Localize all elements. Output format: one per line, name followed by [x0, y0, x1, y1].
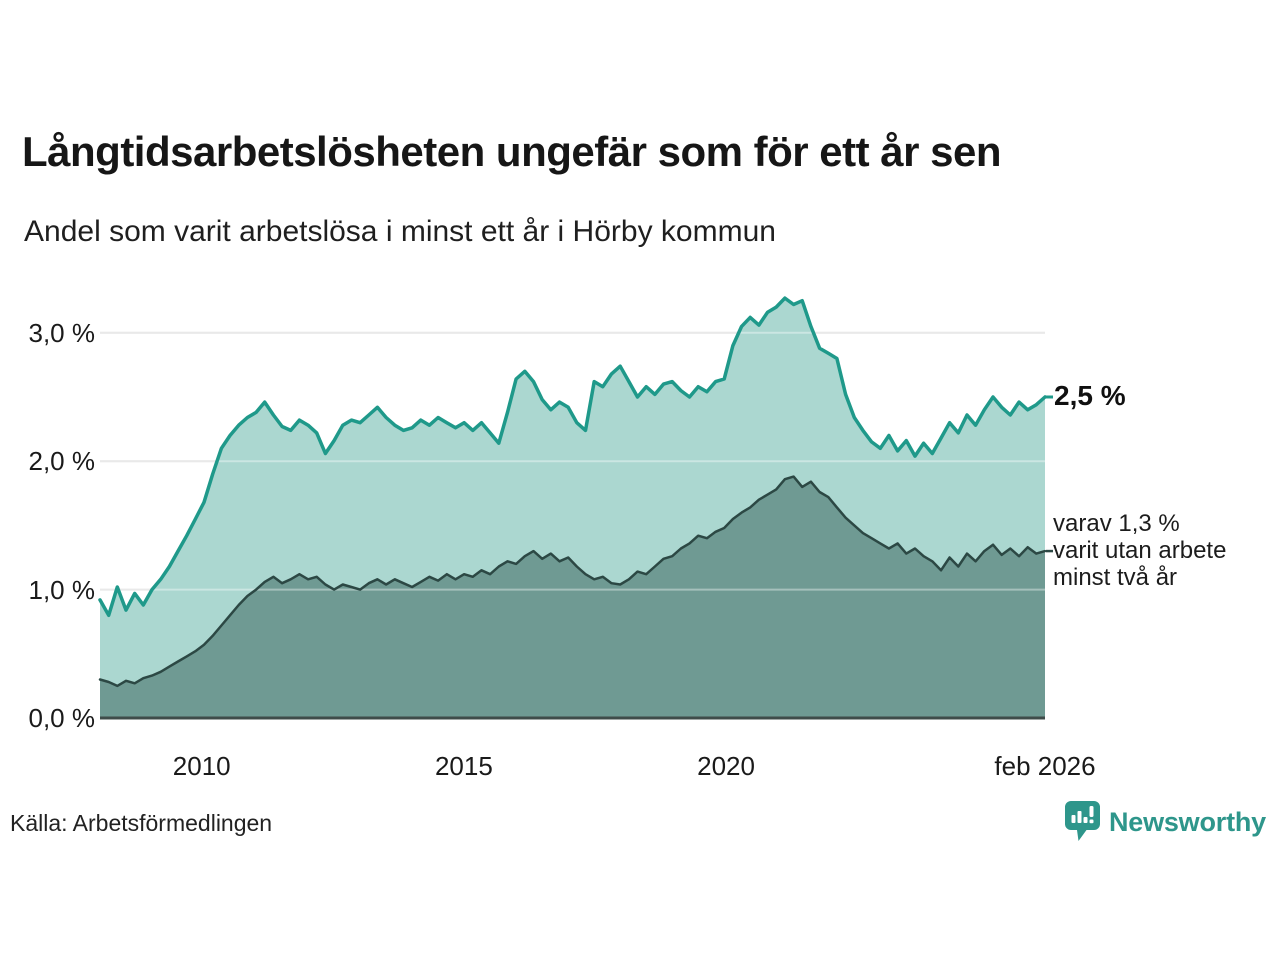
chart-subtitle: Andel som varit arbetslösa i minst ett å… [24, 215, 776, 248]
newsworthy-wordmark: Newsworthy [1108, 806, 1266, 837]
series-area-two-year [100, 476, 1045, 718]
speech-bubble-shape [1064, 801, 1100, 841]
source-note: Källa: Arbetsförmedlingen [10, 810, 273, 836]
annotation-two-year-line: minst två år [1053, 564, 1178, 592]
x-tick-label: 2010 [172, 751, 231, 781]
series-line-two-year [98, 475, 1047, 688]
bar-glyph [1077, 811, 1082, 823]
y-tick-label: 1,0 % [28, 574, 96, 605]
newsworthy-icon [1064, 801, 1100, 841]
exclamation-dot [1089, 819, 1094, 824]
annotation-two-year: varav 1,3 % varit utan arbete minst två … [1053, 510, 1226, 591]
chart-title: Långtidsarbetslösheten ungefär som för e… [22, 128, 1002, 175]
y-tick-label: 0,0 % [28, 703, 96, 733]
y-tick-label: 3,0 % [28, 317, 96, 348]
x-tick-label: 2020 [697, 751, 755, 781]
annotation-two-year-line: varit utan arbete [1053, 537, 1227, 565]
exclamation-glyph [1089, 806, 1094, 817]
y-tick-label: 2,0 % [28, 446, 96, 477]
bar-glyph [1083, 817, 1088, 823]
newsworthy-logo: Newsworthy [1064, 800, 1266, 844]
x-tick-label: 2015 [434, 751, 493, 781]
x-tick-label: feb 2026 [994, 751, 1096, 781]
series-line-total [98, 296, 1047, 618]
bar-glyph [1071, 815, 1076, 823]
annotation-two-year-line: varav 1,3 % [1053, 510, 1180, 538]
annotation-latest-total: 2,5 % [1054, 379, 1126, 411]
